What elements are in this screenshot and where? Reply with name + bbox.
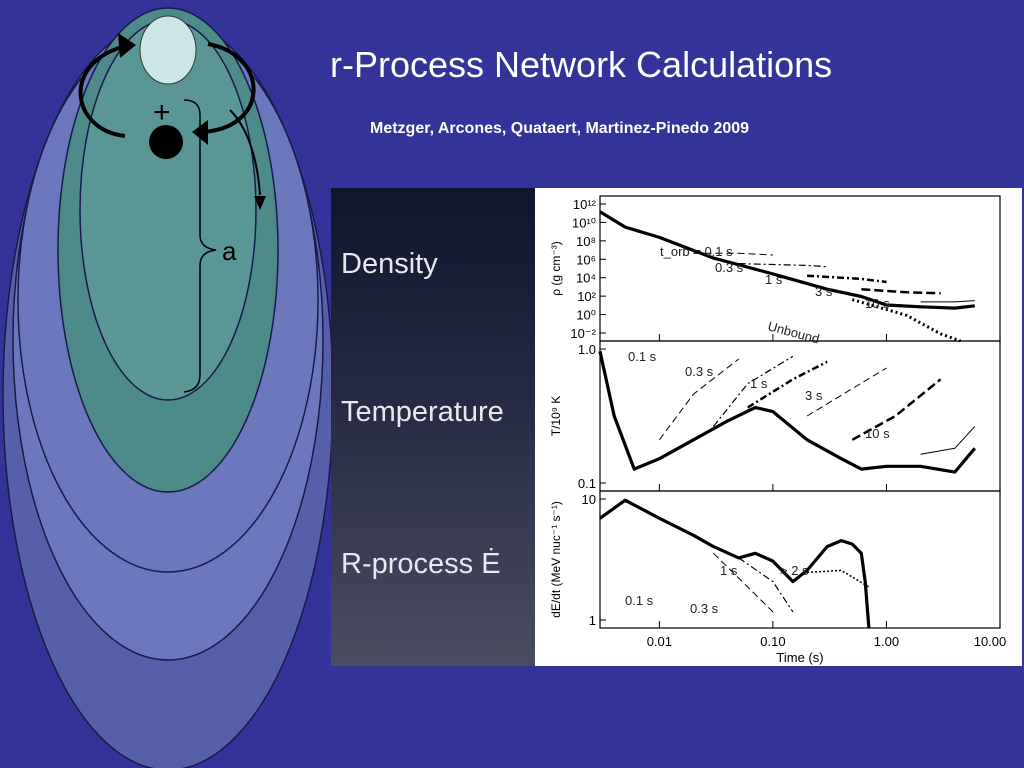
series-line-rprocess	[807, 569, 870, 588]
y-tick-label-rprocess: 10	[582, 492, 596, 507]
annotation-density: Unbound	[766, 318, 821, 346]
y-tick-label-density: 10⁶	[576, 252, 596, 267]
annotation-temperature: 10 s	[865, 426, 890, 441]
star	[139, 15, 197, 85]
separation-brace	[183, 99, 217, 393]
binary-diagram: + a	[2, 7, 334, 768]
plot-area: 10¹² 10¹⁰ 10⁸ 10⁶ 10⁴ 10² 10⁰ 10⁻² ρ (g cm⁻³) t_o…	[535, 188, 1022, 666]
plots-svg: 10¹² 10¹⁰ 10⁸ 10⁶ 10⁴ 10² 10⁰ 10⁻² ρ (g cm⁻³) t_o…	[549, 195, 1007, 665]
series-line-density	[920, 300, 975, 303]
slide-title: r-Process Network Calculations	[330, 44, 833, 85]
annotation-rprocess: 0.1 s	[625, 593, 654, 608]
y-tick-label-density: 10⁴	[576, 271, 596, 286]
series-line-density	[738, 263, 828, 268]
panel-frame-rprocess	[599, 490, 1001, 629]
orbit-arrow-left	[78, 43, 131, 138]
x-axis-label: Time (s)	[776, 650, 823, 665]
y-axis-label-density: ρ (g cm⁻³)	[549, 241, 563, 296]
series-line-rprocess	[599, 498, 871, 629]
y-tick-label-rprocess: 1	[589, 613, 596, 628]
annotation-temperature: 1 s	[750, 376, 768, 391]
series-line-temperature	[806, 367, 887, 417]
y-tick-label-density: 10⁻²	[570, 326, 596, 341]
y-tick-label-density: 10⁰	[576, 308, 596, 323]
label-density: Density	[341, 248, 438, 280]
y-tick-label-temperature: 0.1	[578, 476, 596, 491]
y-axis-label-rprocess: dE/dt (MeV nuc⁻¹ s⁻¹)	[549, 501, 563, 618]
annotation-temperature: 0.1 s	[628, 349, 657, 364]
series-line-density	[807, 274, 887, 284]
x-tick-label: 10.00	[974, 634, 1007, 649]
series-line-temperature	[851, 378, 942, 441]
series-line-density	[851, 298, 962, 343]
annotation-density: 0.3 s	[715, 260, 744, 275]
label-rprocess: R-process Ė	[341, 548, 501, 580]
plus-label: +	[153, 96, 171, 129]
label-temperature: Temperature	[341, 396, 504, 428]
annotation-temperature: 3 s	[805, 388, 823, 403]
outflow-arrow	[229, 109, 261, 196]
series-line-rprocess	[713, 552, 774, 613]
annotation-rprocess: 1 s	[720, 563, 738, 578]
series-line-temperature	[747, 360, 828, 409]
annotation-temperature: 0.3 s	[685, 364, 714, 379]
panel-label-column: Density Temperature R-process Ė	[331, 188, 535, 666]
y-tick-label-density: 10⁸	[576, 234, 596, 249]
slide-authors: Metzger, Arcones, Quataert, Martinez-Pin…	[370, 120, 750, 137]
y-tick-label-density: 10²	[577, 289, 596, 304]
annotation-density: 10 s	[865, 296, 890, 311]
annotation-rprocess: > 2 s	[780, 563, 809, 578]
series-line-temperature	[920, 426, 976, 455]
x-tick-label: 0.01	[647, 634, 672, 649]
figure: Density Temperature R-process Ė 10¹² 10¹⁰…	[331, 188, 1022, 666]
annotation-density: 1 s	[765, 272, 783, 287]
series-line-density	[599, 210, 975, 310]
orbit-arrow-left-head	[118, 33, 136, 58]
orbit-arrow-right	[199, 42, 256, 134]
series-line-temperature	[658, 358, 740, 441]
annotation-density: 3 s	[815, 284, 833, 299]
y-tick-label-density: 10¹²	[573, 197, 597, 212]
separation-label: a	[222, 236, 237, 266]
series-line-rprocess	[738, 557, 794, 613]
x-tick-label: 0.10	[760, 634, 785, 649]
annotation-density: t_orb = 0.1 s	[660, 244, 733, 259]
series-line-temperature	[713, 355, 794, 427]
outflow-arrow-head	[254, 196, 266, 210]
y-tick-label-temperature: 1.0	[578, 342, 596, 357]
annotation-rprocess: 0.3 s	[690, 601, 719, 616]
y-tick-label-density: 10¹⁰	[572, 215, 596, 230]
series-line-density	[861, 287, 941, 295]
series-line-density	[693, 252, 773, 256]
black-hole	[149, 125, 183, 159]
x-tick-label: 1.00	[874, 634, 899, 649]
y-axis-label-temperature: T/10⁹ K	[549, 396, 563, 437]
series-line-temperature	[598, 351, 977, 474]
panel-frame-density	[599, 195, 1001, 342]
